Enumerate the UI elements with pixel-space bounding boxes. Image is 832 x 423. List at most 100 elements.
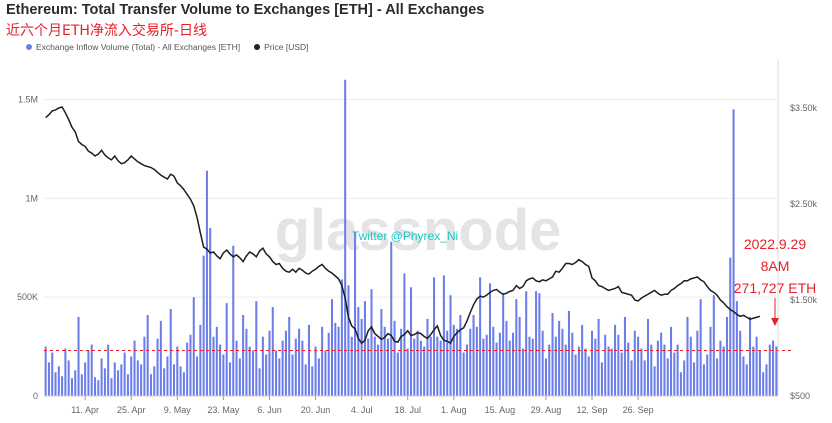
inflow-bar[interactable]	[745, 364, 748, 396]
inflow-bar[interactable]	[47, 362, 50, 396]
inflow-bar[interactable]	[222, 354, 225, 396]
inflow-bar[interactable]	[354, 231, 357, 396]
inflow-bar[interactable]	[242, 314, 245, 396]
inflow-bar[interactable]	[103, 368, 106, 396]
inflow-bar[interactable]	[614, 324, 617, 396]
inflow-bar[interactable]	[294, 338, 297, 396]
inflow-bar[interactable]	[248, 346, 251, 396]
inflow-bar[interactable]	[656, 340, 659, 396]
inflow-bar[interactable]	[663, 344, 666, 396]
inflow-bar[interactable]	[219, 344, 222, 396]
inflow-bar[interactable]	[311, 366, 314, 396]
inflow-bar[interactable]	[202, 255, 205, 396]
inflow-bar[interactable]	[261, 336, 264, 396]
inflow-bar[interactable]	[393, 320, 396, 396]
inflow-bar[interactable]	[571, 332, 574, 396]
inflow-bar[interactable]	[505, 320, 508, 396]
inflow-bar[interactable]	[683, 360, 686, 396]
inflow-bar[interactable]	[699, 299, 702, 396]
inflow-bar[interactable]	[640, 348, 643, 396]
inflow-bar[interactable]	[485, 334, 488, 396]
inflow-bar[interactable]	[347, 285, 350, 396]
inflow-bar[interactable]	[732, 109, 735, 396]
inflow-bar[interactable]	[110, 378, 113, 396]
inflow-bar[interactable]	[558, 320, 561, 396]
inflow-bar[interactable]	[515, 299, 518, 396]
inflow-bar[interactable]	[495, 342, 498, 396]
inflow-bar[interactable]	[265, 354, 268, 396]
inflow-bar[interactable]	[176, 346, 179, 396]
inflow-bar[interactable]	[469, 328, 472, 396]
inflow-bar[interactable]	[228, 362, 231, 396]
inflow-bar[interactable]	[172, 364, 176, 396]
inflow-bar[interactable]	[475, 326, 478, 396]
inflow-bar[interactable]	[337, 326, 340, 396]
inflow-bar[interactable]	[70, 378, 73, 396]
inflow-bar[interactable]	[772, 340, 775, 396]
inflow-bar[interactable]	[775, 346, 778, 396]
inflow-bar[interactable]	[673, 352, 676, 396]
inflow-bar[interactable]	[627, 342, 630, 396]
inflow-bar[interactable]	[482, 338, 485, 396]
inflow-bar[interactable]	[508, 340, 511, 396]
inflow-bar[interactable]	[77, 316, 80, 396]
inflow-bar[interactable]	[400, 328, 403, 396]
inflow-bar[interactable]	[521, 348, 524, 396]
inflow-bar[interactable]	[472, 314, 475, 396]
inflow-bar[interactable]	[166, 356, 169, 396]
inflow-bar[interactable]	[146, 314, 149, 396]
inflow-bar[interactable]	[143, 336, 146, 396]
inflow-bar[interactable]	[459, 314, 462, 396]
inflow-bar[interactable]	[367, 338, 370, 396]
inflow-bar[interactable]	[304, 364, 307, 396]
inflow-bar[interactable]	[749, 316, 752, 396]
inflow-bar[interactable]	[51, 352, 54, 396]
inflow-bar[interactable]	[258, 368, 261, 396]
inflow-bar[interactable]	[735, 301, 738, 396]
inflow-bar[interactable]	[666, 358, 669, 396]
inflow-bar[interactable]	[581, 324, 584, 396]
inflow-bar[interactable]	[301, 340, 304, 396]
legend-item-price[interactable]: Price [USD]	[254, 42, 309, 52]
inflow-bar[interactable]	[650, 344, 653, 396]
inflow-bar[interactable]	[419, 340, 422, 396]
inflow-bar[interactable]	[390, 241, 393, 396]
inflow-bar[interactable]	[426, 318, 429, 396]
inflow-bar[interactable]	[584, 348, 587, 396]
inflow-bar[interactable]	[709, 326, 712, 396]
inflow-bar[interactable]	[541, 330, 544, 396]
inflow-bar[interactable]	[268, 330, 271, 396]
inflow-bar[interactable]	[307, 324, 310, 396]
inflow-bar[interactable]	[64, 348, 67, 396]
inflow-bar[interactable]	[57, 366, 60, 396]
inflow-bar[interactable]	[535, 291, 538, 396]
inflow-bar[interactable]	[288, 316, 291, 396]
inflow-bar[interactable]	[706, 354, 709, 396]
inflow-bar[interactable]	[604, 334, 607, 396]
inflow-bar[interactable]	[278, 358, 281, 396]
inflow-bar[interactable]	[630, 360, 633, 396]
inflow-bar[interactable]	[452, 324, 455, 396]
inflow-bar[interactable]	[117, 370, 120, 396]
inflow-bar[interactable]	[238, 358, 241, 396]
inflow-bar[interactable]	[159, 320, 162, 396]
inflow-bar[interactable]	[765, 364, 768, 396]
inflow-bar[interactable]	[456, 328, 459, 396]
inflow-bar[interactable]	[442, 275, 445, 396]
inflow-bar[interactable]	[80, 374, 83, 396]
inflow-bar[interactable]	[153, 366, 156, 396]
inflow-bar[interactable]	[396, 352, 399, 396]
inflow-bar[interactable]	[739, 330, 742, 396]
inflow-bar[interactable]	[591, 330, 594, 396]
inflow-bar[interactable]	[120, 364, 123, 396]
inflow-bar[interactable]	[163, 368, 166, 396]
inflow-bar[interactable]	[446, 330, 449, 396]
inflow-bar[interactable]	[327, 332, 330, 396]
inflow-bar[interactable]	[676, 344, 679, 396]
inflow-bar[interactable]	[693, 362, 696, 396]
inflow-bar[interactable]	[317, 358, 320, 396]
inflow-bar[interactable]	[133, 340, 136, 396]
inflow-bar[interactable]	[330, 299, 334, 396]
inflow-bar[interactable]	[189, 334, 192, 396]
inflow-bar[interactable]	[235, 340, 238, 396]
